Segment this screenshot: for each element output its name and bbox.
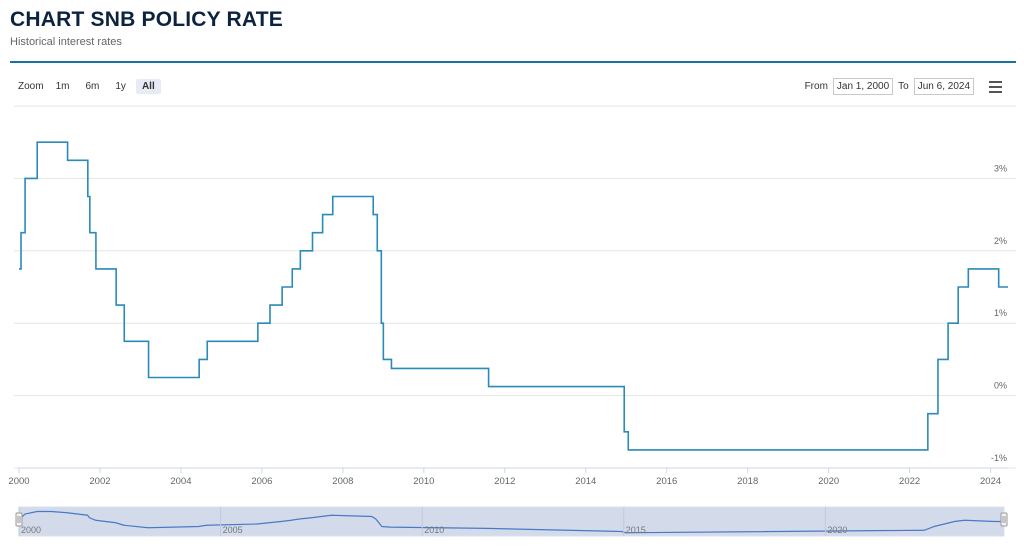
x-tick-label: 2024 — [980, 476, 1001, 487]
y-tick-label: 2% — [994, 236, 1007, 246]
navigator-x-label: 2010 — [424, 525, 444, 535]
x-tick-label: 2020 — [818, 476, 839, 487]
x-tick-label: 2014 — [575, 476, 596, 487]
zoom-controls: Zoom 1m 6m 1y All — [18, 79, 161, 94]
x-tick-label: 2002 — [89, 476, 110, 487]
navigator-mask — [18, 506, 1005, 537]
navigator-series — [18, 510, 1004, 534]
y-axis-ticks: 3% 2% 1% 0% -1% — [991, 163, 1007, 463]
navigator-right-handle[interactable] — [1000, 512, 1008, 527]
x-tick-label: 2012 — [494, 476, 515, 487]
zoom-all-button[interactable]: All — [135, 79, 161, 94]
page-subtitle: Historical interest rates — [10, 36, 122, 48]
y-tick-label: 0% — [994, 381, 1007, 391]
series-group — [19, 141, 1008, 451]
series-line — [19, 141, 1008, 451]
zoom-6m-button[interactable]: 6m — [85, 81, 100, 92]
navigator-x-label: 2000 — [21, 525, 41, 535]
from-date-input[interactable]: Jan 1, 2000 — [832, 78, 894, 95]
navigator-left-handle[interactable] — [15, 512, 23, 527]
x-tick-label: 2004 — [170, 476, 191, 487]
x-tick-label: 2010 — [413, 476, 434, 487]
chart-toolbar: Zoom 1m 6m 1y All From Jan 1, 2000 To Ju… — [18, 77, 1014, 97]
navigator: 2000 2005 2010 2015 2020 — [15, 506, 1008, 537]
zoom-label: Zoom — [18, 81, 44, 92]
to-date-input[interactable]: Jun 6, 2024 — [913, 78, 974, 95]
date-range: From Jan 1, 2000 To Jun 6, 2024 — [805, 78, 974, 95]
y-tick-label: 3% — [994, 163, 1007, 173]
x-tick-label: 2016 — [656, 476, 677, 487]
x-axis-ticks: 2000 2002 2004 2006 2008 2010 2012 2014 2016 2018… — [8, 467, 1008, 487]
y-tick-label: -1% — [991, 453, 1007, 463]
to-label: To — [898, 81, 909, 92]
page-title: CHART SNB POLICY RATE — [10, 8, 283, 31]
chart-header: CHART SNB POLICY RATE Historical interes… — [10, 8, 283, 48]
from-label: From — [804, 81, 828, 92]
header-divider — [10, 61, 1016, 63]
x-tick-label: 2008 — [332, 476, 353, 487]
grid-lines — [14, 105, 1016, 469]
y-tick-label: 1% — [994, 308, 1007, 318]
x-tick-label: 2000 — [8, 476, 29, 487]
x-tick-label: 2006 — [251, 476, 272, 487]
x-tick-label: 2022 — [899, 476, 920, 487]
navigator-x-label: 2020 — [827, 525, 847, 535]
zoom-1m-button[interactable]: 1m — [55, 81, 70, 92]
zoom-1y-button[interactable]: 1y — [115, 81, 126, 92]
navigator-x-label: 2015 — [626, 525, 646, 535]
x-tick-label: 2018 — [737, 476, 758, 487]
navigator-x-label: 2005 — [223, 525, 243, 535]
hamburger-menu-icon[interactable] — [989, 81, 1002, 96]
